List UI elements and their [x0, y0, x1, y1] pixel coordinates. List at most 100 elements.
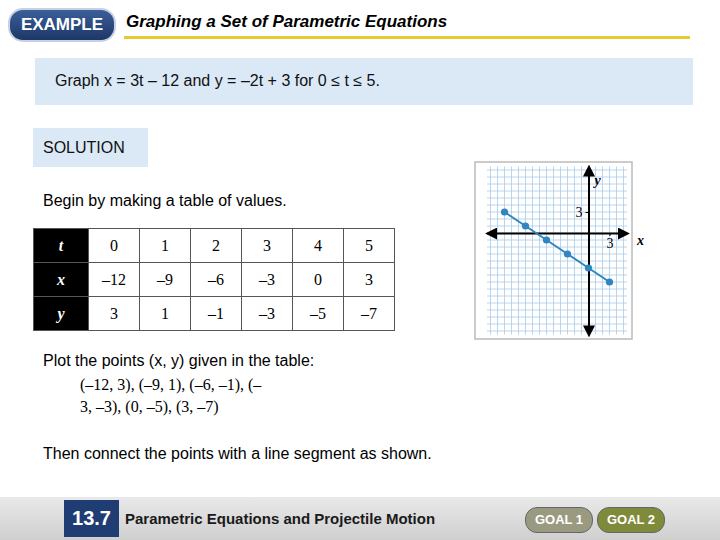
grid-line: [487, 261, 627, 262]
goal-button[interactable]: GOAL 1: [525, 507, 593, 533]
tick-mark: [586, 212, 589, 213]
table-cell: 2: [191, 229, 242, 263]
grid-line: [487, 170, 627, 171]
problem: Graph x = 3t – 12 and y = –2t + 3 for 0 …: [55, 72, 380, 90]
step: Then connect the points with a line segm…: [43, 445, 432, 463]
point: [606, 278, 613, 285]
grid-line: [525, 167, 526, 335]
grid-line: [487, 303, 627, 304]
value-table: t012345x–12–9–6–303y31–1–3–5–7: [33, 228, 395, 331]
grid-line: [518, 167, 519, 335]
axis-line: [588, 167, 590, 335]
grid-line: [553, 167, 554, 335]
grid: [487, 167, 627, 335]
axis-title: y: [593, 173, 602, 188]
table-row: t012345: [34, 229, 395, 263]
grid-line: [504, 167, 505, 335]
point: [501, 208, 508, 215]
table-cell: 5: [344, 229, 395, 263]
grid-line: [487, 296, 627, 297]
step: Begin by making a table of values.: [43, 192, 287, 210]
step: Plot the points (x, y) given in the tabl…: [43, 352, 314, 370]
grid-line: [546, 167, 547, 335]
points-text: (–12, 3), (–9, 1), (–6, –1), (–: [80, 376, 261, 394]
axis-line: [488, 233, 628, 235]
footer-title: Parametric Equations and Projectile Moti…: [125, 510, 435, 527]
grid-line: [487, 331, 627, 332]
grid-line: [623, 167, 624, 335]
line: [505, 212, 610, 282]
table-row: x–12–9–6–303: [34, 263, 395, 297]
grid-line: [581, 167, 582, 335]
grid-line: [539, 167, 540, 335]
table: t012345x–12–9–6–303y31–1–3–5–7: [33, 228, 395, 331]
tick: 3: [607, 233, 614, 251]
axis-title: x: [636, 233, 644, 248]
tick-label: 3: [607, 236, 614, 251]
grid-line: [487, 198, 627, 199]
y-axis: 3: [576, 167, 590, 335]
table-cell: 3: [89, 297, 140, 331]
graph: 3 3 x y: [470, 160, 660, 355]
grid-line: [497, 167, 498, 335]
table-cell: 3: [344, 263, 395, 297]
table-cell: 4: [293, 229, 344, 263]
grid-line: [487, 184, 627, 185]
table-cell: 3: [242, 229, 293, 263]
table-cell: 1: [140, 229, 191, 263]
point: [522, 222, 529, 229]
table-cell: x: [34, 263, 89, 297]
grid-line: [487, 226, 627, 227]
goal-text: GOAL 2: [598, 508, 664, 532]
table-cell: t: [34, 229, 89, 263]
table-cell: 0: [293, 263, 344, 297]
grid-line: [487, 205, 627, 206]
tick-label: 3: [576, 205, 583, 220]
grid-line: [487, 289, 627, 290]
grid-line: [487, 275, 627, 276]
table-cell: –1: [191, 297, 242, 331]
table-cell: –9: [140, 263, 191, 297]
grid-line: [487, 177, 627, 178]
table-cell: –6: [191, 263, 242, 297]
table-cell: y: [34, 297, 89, 331]
points-text: 3, –3), (0, –5), (3, –7): [80, 398, 219, 416]
solution-label: SOLUTION: [43, 139, 125, 157]
grid-line: [574, 167, 575, 335]
grid-line: [487, 324, 627, 325]
grid-line: [602, 167, 603, 335]
grid-line: [588, 167, 589, 335]
grid-line: [511, 167, 512, 335]
point: [564, 250, 571, 257]
plot-frame: [475, 162, 632, 339]
example-badge: EXAMPLE: [8, 8, 116, 42]
point: [585, 264, 592, 271]
table-cell: –3: [242, 297, 293, 331]
grid-line: [487, 317, 627, 318]
grid-line: [487, 219, 627, 220]
grid-line: [487, 254, 627, 255]
table-cell: 0: [89, 229, 140, 263]
goal-button[interactable]: GOAL 2: [597, 507, 665, 533]
grid-line: [490, 167, 491, 335]
table-cell: –12: [89, 263, 140, 297]
grid-line: [616, 167, 617, 335]
table-cell: 1: [140, 297, 191, 331]
grid-line: [595, 167, 596, 335]
grid-line: [532, 167, 533, 335]
table-cell: –3: [242, 263, 293, 297]
title: Graphing a Set of Parametric Equations: [126, 12, 447, 32]
table-cell: –7: [344, 297, 395, 331]
section-number: 13.7: [64, 500, 119, 537]
badge-text: EXAMPLE: [10, 10, 114, 40]
footer-section-box: 13.7: [64, 500, 119, 537]
grid-line: [487, 233, 627, 234]
goal-text: GOAL 1: [526, 508, 592, 532]
grid-line: [487, 310, 627, 311]
table-row: y31–1–3–5–7: [34, 297, 395, 331]
table-cell: –5: [293, 297, 344, 331]
title-rule: [124, 36, 690, 39]
grid-line: [487, 268, 627, 269]
tick: 3: [576, 205, 589, 220]
point: [543, 236, 550, 243]
